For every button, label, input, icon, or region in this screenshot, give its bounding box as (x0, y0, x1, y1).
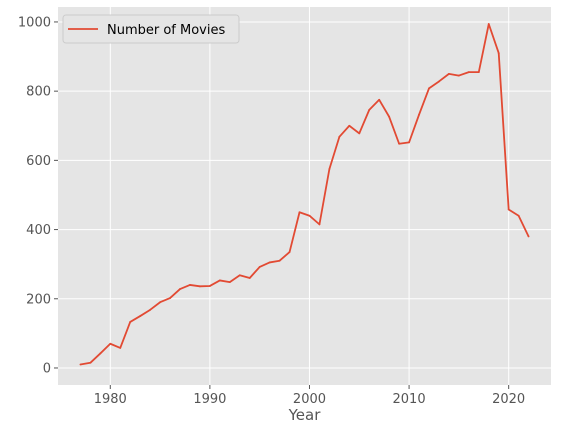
data-point (199, 285, 201, 288)
data-point (438, 80, 440, 83)
plot-background (58, 7, 551, 385)
x-tick-label: 1990 (193, 392, 226, 407)
data-point (398, 142, 401, 145)
data-point (477, 71, 480, 74)
data-point (258, 266, 261, 268)
data-point (348, 124, 351, 127)
y-tick-label: 200 (26, 292, 51, 307)
data-point (159, 301, 161, 304)
data-point (448, 72, 450, 75)
legend-label: Number of Movies (107, 23, 225, 38)
series-layer (79, 23, 530, 366)
data-point (428, 87, 430, 90)
data-point (238, 274, 241, 277)
data-point (318, 223, 321, 226)
data-point (288, 251, 291, 253)
data-point (487, 23, 490, 25)
data-point (527, 235, 530, 238)
y-tick-label: 0 (43, 361, 51, 376)
data-point (228, 281, 231, 284)
x-axis-label: Year (288, 406, 322, 424)
data-point (328, 168, 331, 170)
data-point (507, 208, 510, 211)
legend: Number of Movies (62, 14, 240, 44)
data-point (208, 285, 211, 287)
data-point (248, 277, 251, 279)
data-point (358, 132, 361, 135)
data-point (278, 259, 281, 262)
data-point (179, 288, 181, 290)
y-tick-label: 800 (26, 85, 51, 100)
y-axis-ticks: 0 200 400 600 800 1000 (18, 15, 58, 376)
series-line (80, 23, 530, 366)
data-point (408, 141, 410, 144)
data-point (457, 74, 460, 77)
data-point (109, 342, 112, 345)
legend-box (62, 14, 240, 44)
data-point (497, 52, 500, 54)
data-point (368, 108, 371, 111)
data-point (189, 284, 191, 286)
data-point (139, 315, 142, 317)
x-tick-label: 2010 (393, 392, 426, 407)
data-point (99, 352, 102, 355)
data-point (378, 98, 381, 101)
y-tick-label: 1000 (18, 15, 51, 30)
x-tick-label: 1980 (94, 392, 127, 407)
data-point (129, 321, 132, 323)
y-tick-label: 600 (26, 154, 51, 169)
y-tick-label: 400 (26, 223, 51, 238)
data-point (418, 113, 420, 116)
data-point (218, 279, 221, 282)
data-point (298, 211, 301, 214)
data-point (149, 308, 152, 311)
data-point (388, 115, 391, 118)
x-tick-label: 2020 (492, 392, 525, 407)
data-point (268, 261, 271, 264)
data-point (79, 363, 82, 366)
data-point (89, 361, 92, 364)
data-point (169, 297, 171, 299)
data-point (308, 214, 311, 217)
data-point (467, 71, 470, 74)
x-tick-label: 2000 (293, 392, 326, 407)
data-point (119, 347, 122, 349)
data-point (517, 214, 520, 217)
data-point (338, 135, 341, 138)
x-axis-ticks: 1980 1990 2000 2010 2020 (94, 385, 525, 407)
